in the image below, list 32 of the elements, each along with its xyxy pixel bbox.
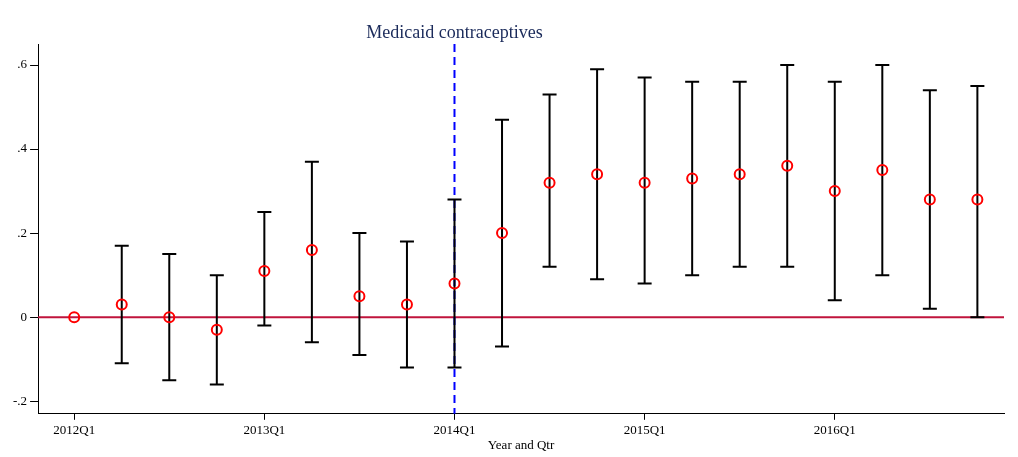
point	[210, 323, 223, 336]
point	[638, 176, 651, 189]
point	[686, 172, 699, 185]
point	[496, 227, 509, 240]
x-tick-label: 2014Q1	[433, 422, 476, 438]
y-tick-label: .4	[17, 140, 28, 156]
point	[163, 311, 176, 324]
x-axis-title: Year and Qtr	[487, 436, 555, 452]
ref-line-label: Medicaid contraceptives	[366, 21, 543, 42]
x-tick-label: 2012Q1	[53, 422, 96, 438]
point	[828, 185, 841, 198]
y-tick-label: 0	[20, 308, 28, 324]
x-tick-label: 2015Q1	[623, 422, 666, 438]
y-tick-label: -.2	[12, 392, 28, 408]
point	[400, 298, 413, 311]
point	[305, 243, 318, 256]
x-tick-label: 2016Q1	[813, 422, 856, 438]
x-tick-label: 2013Q1	[243, 422, 286, 438]
point	[876, 164, 889, 177]
y-tick-label: .6	[17, 56, 28, 72]
point	[353, 290, 366, 303]
point	[781, 159, 794, 172]
point	[733, 168, 746, 181]
point	[971, 193, 984, 206]
y-tick-label: .2	[17, 224, 28, 240]
point	[591, 168, 604, 181]
point	[115, 298, 128, 311]
point	[543, 176, 556, 189]
point	[448, 277, 461, 290]
point	[923, 193, 936, 206]
point	[258, 264, 271, 277]
point	[68, 311, 81, 324]
